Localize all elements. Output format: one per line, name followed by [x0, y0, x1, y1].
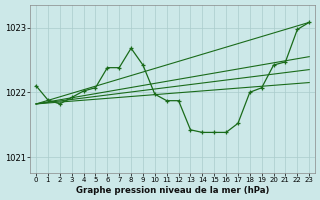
- X-axis label: Graphe pression niveau de la mer (hPa): Graphe pression niveau de la mer (hPa): [76, 186, 269, 195]
